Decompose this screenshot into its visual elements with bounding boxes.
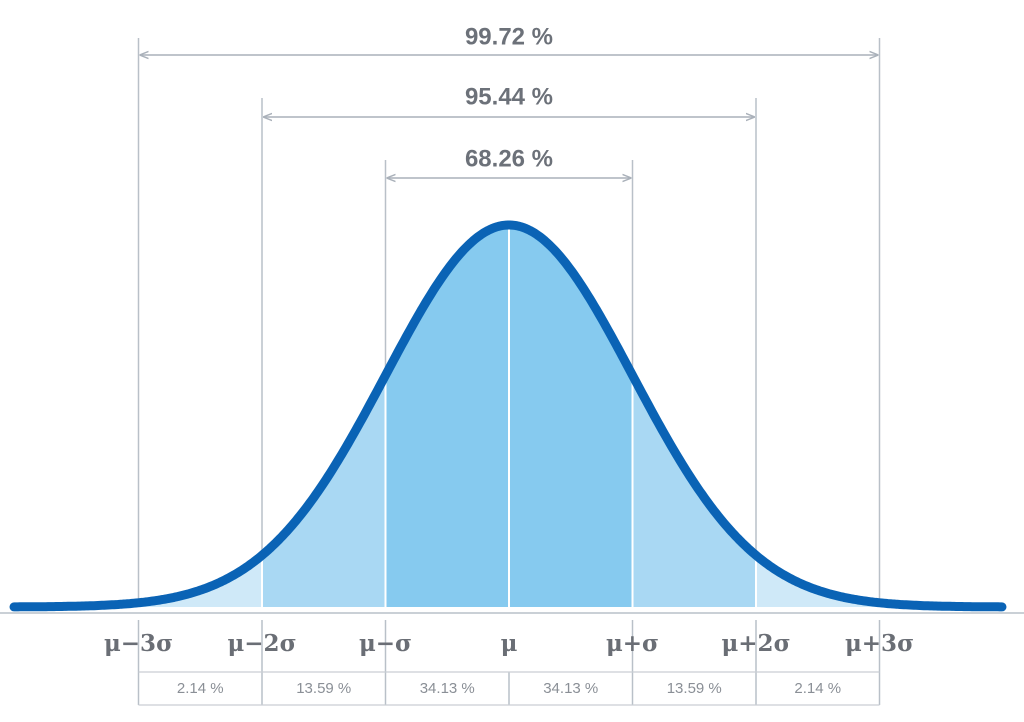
segment-label: 34.13 % <box>543 680 598 697</box>
label-bg <box>449 82 569 114</box>
segment-label: 34.13 % <box>420 680 475 697</box>
axis-label: μ <box>501 630 518 657</box>
area-2-3-sigma <box>756 555 880 607</box>
bell-curve <box>9 220 1007 612</box>
range-label: 99.72 % <box>465 23 553 50</box>
label-bg <box>449 144 569 176</box>
range-label: 68.26 % <box>465 145 553 172</box>
axis-label: μ−3σ <box>104 630 173 657</box>
axis-label: μ−σ <box>359 630 412 657</box>
label-bg <box>449 22 569 54</box>
segment-label: 13.59 % <box>296 680 351 697</box>
axis-label: μ−2σ <box>227 630 296 657</box>
axis-label: μ+2σ <box>721 630 790 657</box>
range-label: 95.44 % <box>465 83 553 110</box>
area-2-3-sigma <box>138 555 262 607</box>
axis-label: μ+σ <box>606 630 659 657</box>
segment-label: 2.14 % <box>177 680 224 697</box>
axis-label: μ+3σ <box>845 630 914 657</box>
segment-label: 2.14 % <box>794 680 841 697</box>
segment-label: 13.59 % <box>667 680 722 697</box>
